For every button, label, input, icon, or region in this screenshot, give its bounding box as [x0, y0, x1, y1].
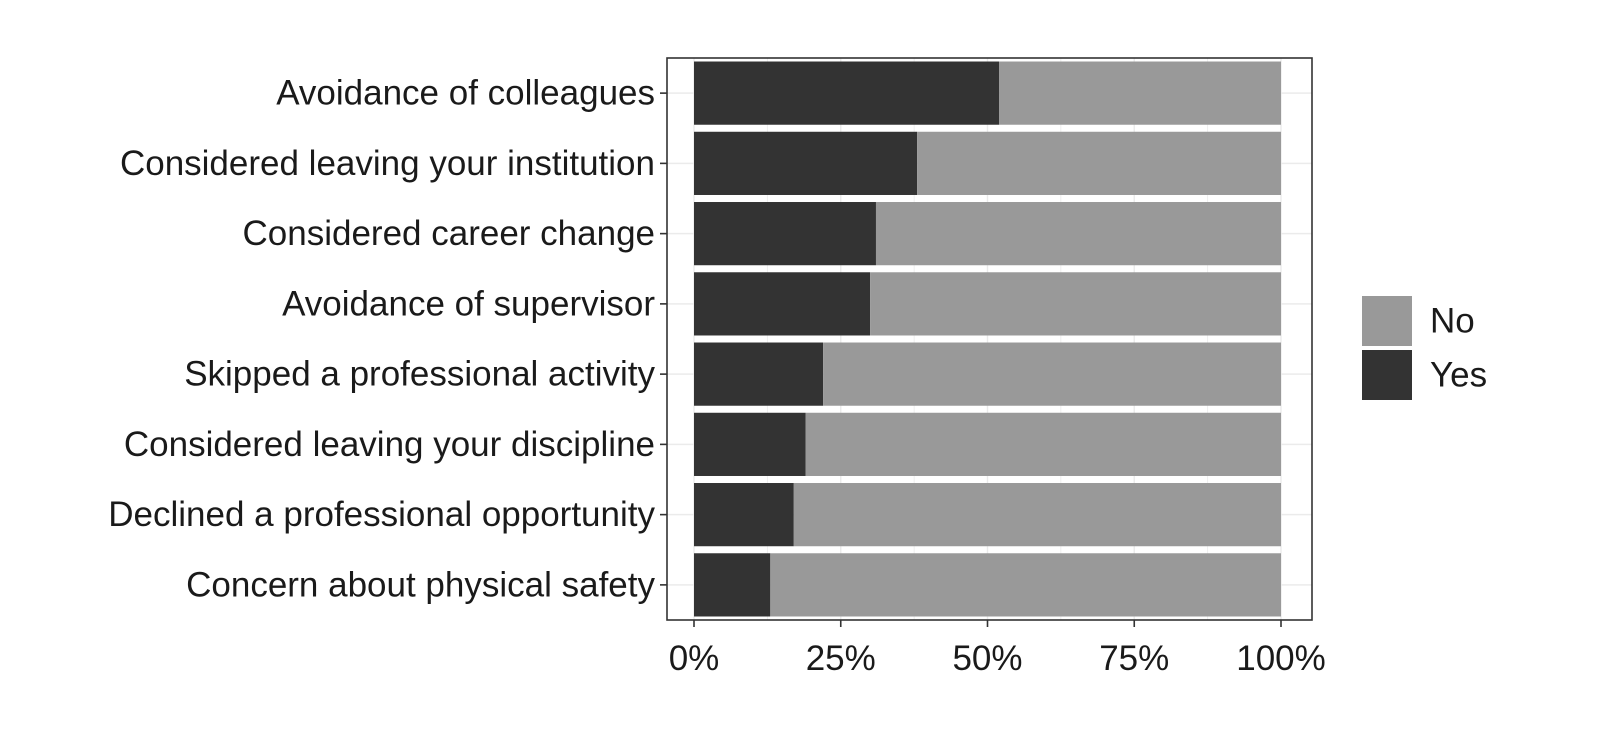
y-tick-label: Considered leaving your discipline [124, 425, 655, 464]
y-tick-label: Concern about physical safety [186, 565, 655, 604]
x-tick-label: 25% [806, 639, 876, 678]
bar-yes [694, 553, 771, 617]
bar-yes [694, 202, 876, 266]
y-tick-label: Considered career change [243, 214, 655, 253]
legend-key-no [1362, 296, 1412, 346]
y-tick-label: Avoidance of colleagues [276, 74, 655, 113]
bar-no [870, 272, 1281, 336]
legend: No Yes [1362, 296, 1487, 400]
legend-key-yes [1362, 350, 1412, 400]
bar-no [793, 483, 1281, 547]
panel-border [666, 57, 1313, 621]
bar-yes [694, 61, 1000, 125]
bar-no [875, 202, 1281, 266]
bar-no [770, 553, 1281, 617]
bar-yes [694, 131, 918, 195]
x-tick-label: 0% [669, 639, 720, 678]
bar-yes [694, 412, 806, 476]
y-tick-label: Avoidance of supervisor [282, 284, 655, 323]
x-tick-label: 100% [1236, 639, 1326, 678]
y-tick-label: Considered leaving your institution [120, 144, 655, 183]
x-tick-label: 50% [952, 639, 1022, 678]
x-tick-label: 75% [1099, 639, 1169, 678]
bar-no [805, 412, 1281, 476]
bars [694, 61, 1281, 617]
bar-yes [694, 272, 871, 336]
y-tick-label: Declined a professional opportunity [108, 495, 655, 534]
bar-no [917, 131, 1281, 195]
x-axis: 0% 25% 50% 75% 100% [669, 620, 1326, 678]
bar-no [999, 61, 1281, 125]
bar-no [823, 342, 1281, 406]
bar-yes [694, 342, 824, 406]
legend-label: No [1430, 302, 1475, 341]
legend-label: Yes [1430, 356, 1487, 395]
y-tick-label: Skipped a professional activity [184, 355, 655, 394]
bar-yes [694, 483, 794, 547]
y-axis: Avoidance of colleagues Considered leavin… [108, 74, 667, 604]
